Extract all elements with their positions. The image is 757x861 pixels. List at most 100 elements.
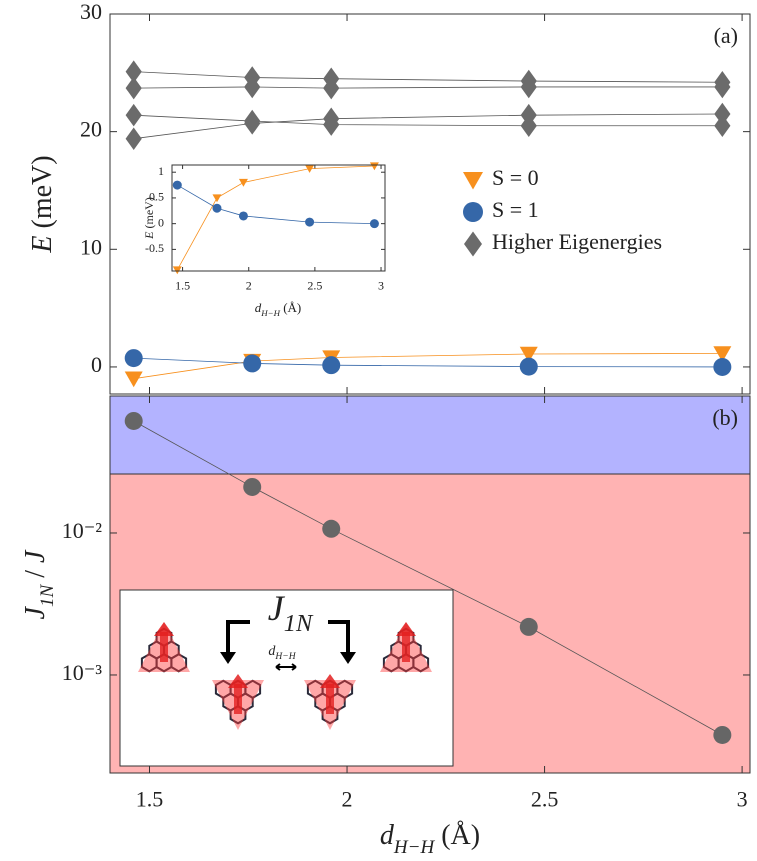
point [713, 346, 732, 362]
point [322, 356, 341, 375]
panel-label: (a) [714, 23, 738, 48]
y-tick-label: 1 [158, 164, 164, 178]
label-part: 1N [284, 610, 314, 637]
point [714, 75, 731, 99]
hexagon [321, 705, 339, 725]
label-part: J [268, 588, 286, 628]
label-part: J [20, 605, 51, 619]
x-tick-label: 2 [342, 787, 353, 812]
label-part: J [20, 549, 51, 563]
molecule-diagram [119, 589, 454, 767]
point [714, 114, 731, 138]
spin-arrow [326, 684, 334, 714]
y-tick-label: 20 [80, 117, 102, 142]
frame [109, 395, 751, 774]
y-tick-label: 0 [158, 215, 164, 229]
bracket-head [340, 652, 356, 664]
label-part: E [27, 235, 58, 253]
point [172, 266, 182, 275]
label-part: d [255, 300, 262, 315]
label-part: (meV) [142, 197, 156, 231]
y-tick-label: 0 [91, 352, 102, 377]
point [124, 411, 143, 430]
y-tick-label: 0.5 [149, 190, 164, 204]
x-tick-label: 3 [378, 278, 384, 292]
x-tick-label: 2.5 [307, 278, 322, 292]
label-part: H−H [274, 652, 296, 662]
spin-arrow-head [154, 622, 174, 636]
bracket-head [220, 652, 236, 664]
region-above [110, 396, 750, 475]
y-tick-label: 30 [80, 0, 102, 24]
label-part: E [142, 231, 156, 240]
label-part: H−H [393, 837, 436, 858]
legend-label: S = 1 [492, 197, 539, 222]
x-axis-label: dH−H (Å) [255, 300, 302, 318]
frame [109, 13, 751, 395]
y-axis-label: E (meV) [27, 155, 58, 253]
point [323, 107, 340, 130]
bracket [328, 620, 350, 658]
spin-arrow-head [228, 674, 248, 688]
y-tick-label: 10⁻³ [62, 660, 103, 685]
x-tick-label: 2 [246, 278, 252, 292]
x-tick-label: 1.5 [175, 278, 190, 292]
bracket [226, 620, 250, 658]
point [519, 346, 538, 363]
x-axis-label: dH−H (Å) [380, 820, 480, 857]
x-tick-label: 3 [737, 787, 748, 812]
label-part: (Å) [434, 820, 480, 851]
label-part: d [380, 820, 395, 851]
y-axis-label: E (meV) [142, 197, 156, 240]
spin-arrow-head [320, 674, 340, 688]
y-tick-label: 10⁻² [62, 518, 103, 543]
point [244, 75, 261, 99]
point [124, 349, 143, 368]
point [212, 194, 222, 203]
point [238, 211, 248, 221]
label-part: d [268, 644, 276, 659]
y-tick-label: 10 [80, 234, 102, 259]
point [520, 103, 537, 127]
plot-area [172, 165, 385, 271]
point [519, 357, 538, 376]
coupling-label: J1N [268, 588, 314, 637]
distance-label: dH−H [268, 644, 296, 662]
point [714, 102, 731, 126]
point [238, 178, 248, 187]
point [322, 519, 341, 538]
point [212, 203, 222, 213]
point [369, 162, 379, 171]
legend-label: Higher Eigenergies [492, 229, 662, 254]
y-axis-label: J1N / J [20, 549, 57, 619]
point [125, 76, 142, 100]
y-tick-label: -0.5 [145, 241, 164, 255]
hexagon [170, 653, 188, 673]
hexagon [229, 705, 247, 725]
point [305, 165, 315, 173]
panel-label: (b) [712, 405, 738, 430]
label-part: (meV) [27, 155, 58, 235]
spin-arrow [234, 684, 242, 714]
legend-label: S = 0 [492, 165, 539, 190]
spin-arrow-head [396, 622, 416, 636]
point [713, 357, 732, 376]
legend-marker [463, 202, 483, 222]
frame [171, 164, 386, 272]
point [243, 354, 262, 373]
label-part: 1N [37, 583, 58, 607]
point [124, 371, 143, 388]
point [125, 127, 142, 150]
point [520, 75, 537, 99]
point [125, 60, 142, 83]
point [519, 617, 538, 636]
x-tick-label: 1.5 [136, 787, 164, 812]
point [172, 180, 182, 190]
label-part: H−H [260, 308, 280, 318]
point [305, 217, 315, 227]
point [244, 112, 261, 135]
point [369, 219, 379, 229]
legend-marker [463, 172, 483, 190]
spin-arrow [160, 632, 168, 662]
